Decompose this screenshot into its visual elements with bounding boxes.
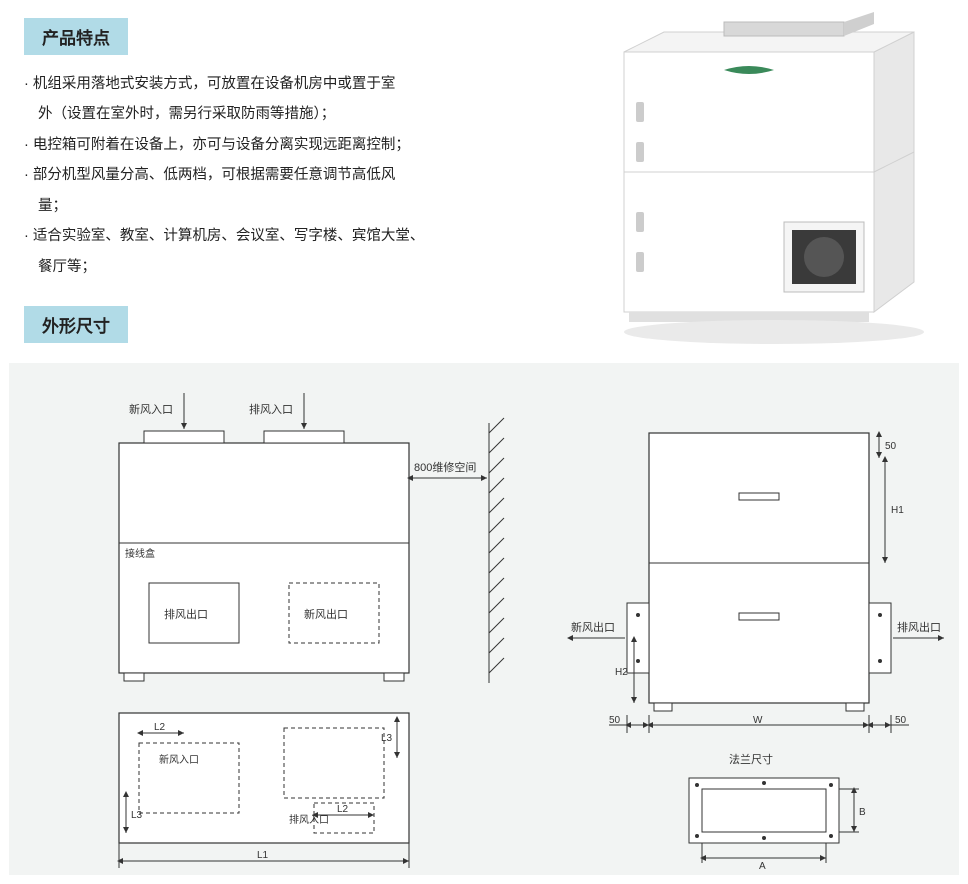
- front-view: 新风入口 排风入口 接线盒 排风出口 新风出口 800维修空间 新风入口 排风入…: [119, 393, 504, 868]
- label-fresh-in-2: 新风入口: [159, 753, 199, 766]
- svg-text:W: W: [753, 715, 763, 726]
- label-junction-box: 接线盒: [125, 547, 155, 560]
- feature-item: 外（设置在室外时，需另行采取防雨等措施）；: [24, 99, 558, 129]
- heading-dimensions: 外形尺寸: [24, 306, 128, 343]
- svg-text:L2: L2: [154, 722, 166, 733]
- label-fresh-in: 新风入口: [129, 402, 173, 416]
- feature-item: 电控箱可附着在设备上，亦可与设备分离实现远距离控制；: [24, 130, 558, 160]
- product-photo: [558, 12, 950, 357]
- label-exhaust-out: 排风出口: [164, 607, 208, 621]
- dimensions-diagram: 新风入口 排风入口 接线盒 排风出口 新风出口 800维修空间 新风入口 排风入…: [9, 363, 959, 875]
- feature-item: 适合实验室、教室、计算机房、会议室、写字楼、宾馆大堂、: [24, 221, 558, 251]
- svg-text:H2: H2: [615, 667, 628, 678]
- svg-text:H1: H1: [891, 505, 904, 516]
- svg-text:50: 50: [609, 715, 621, 726]
- label-side-exhaust-out: 排风出口: [897, 620, 941, 634]
- feature-item: 餐厅等；: [24, 252, 558, 282]
- svg-text:L1: L1: [257, 850, 269, 861]
- svg-text:L3: L3: [131, 810, 143, 821]
- svg-text:L3: L3: [381, 733, 393, 744]
- svg-text:50: 50: [885, 441, 897, 452]
- label-exhaust-in: 排风入口: [249, 402, 293, 416]
- features-list: 机组采用落地式安装方式，可放置在设备机房中或置于室外（设置在室外时，需另行采取防…: [24, 69, 558, 282]
- svg-text:50: 50: [895, 715, 907, 726]
- feature-item: 量；: [24, 191, 558, 221]
- heading-features: 产品特点: [24, 18, 128, 55]
- svg-text:A: A: [759, 861, 766, 872]
- label-fresh-out: 新风出口: [304, 607, 348, 621]
- label-side-fresh-out: 新风出口: [571, 620, 615, 634]
- svg-text:L2: L2: [337, 804, 349, 815]
- label-flange: 法兰尺寸: [729, 752, 773, 766]
- label-maint-space: 800维修空间: [414, 460, 476, 474]
- svg-text:B: B: [859, 807, 866, 818]
- side-view: 新风出口 排风出口 50 H1 H2 50 W 50 法兰尺寸 A B: [569, 433, 944, 872]
- feature-item: 部分机型风量分高、低两档，可根据需要任意调节高低风: [24, 160, 558, 190]
- feature-item: 机组采用落地式安装方式，可放置在设备机房中或置于室: [24, 69, 558, 99]
